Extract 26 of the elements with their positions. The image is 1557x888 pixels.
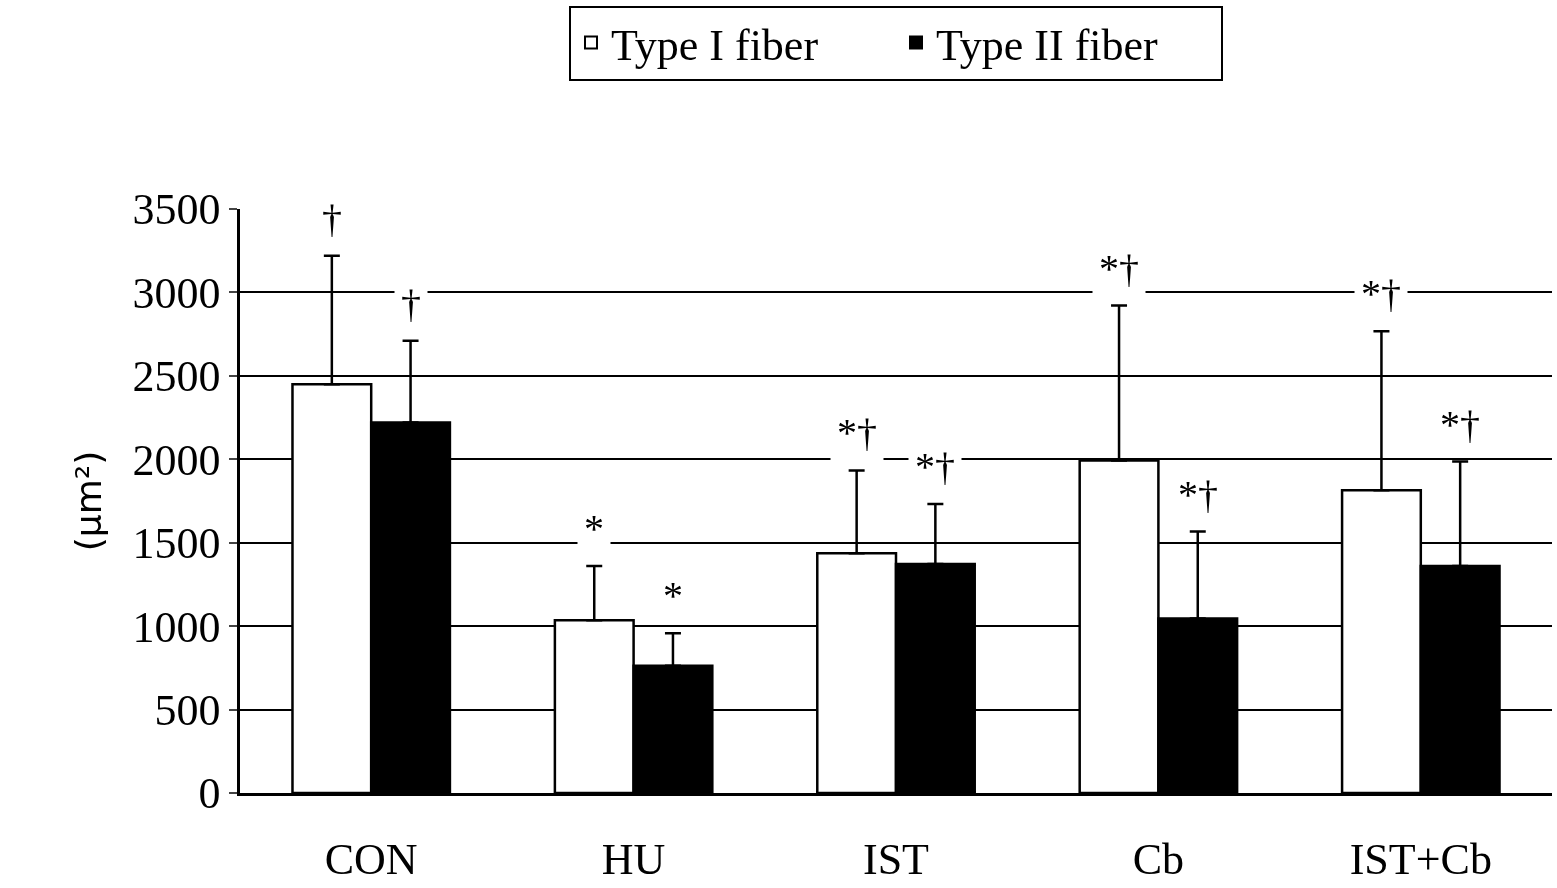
annotation: *† [1178,472,1218,517]
annotation: *† [837,410,877,455]
y-tick-label: 3500 [132,185,221,235]
annotation: † [322,196,342,241]
y-tick-label: 0 [198,769,221,819]
annotation: *† [1099,246,1139,291]
annotation: † [401,281,421,326]
annotation: * [584,506,604,551]
y-tick-label: 1000 [132,602,221,652]
x-tick-label: IST [863,834,930,884]
y-tick-label: 3000 [132,268,221,318]
x-tick-label: IST+Cb [1349,834,1492,884]
annotation: *† [915,444,955,489]
x-tick-label: HU [601,834,666,884]
y-tick-label: 2500 [132,352,221,402]
y-tick-label: 1500 [132,519,221,569]
y-axis-title: (μm²) [68,450,110,552]
annotation: * [663,573,683,618]
y-tick-label: 500 [154,685,221,735]
annotation: *† [1440,402,1480,447]
legend-label: Type I fiber [611,20,819,70]
annotation: *† [1361,271,1401,316]
x-tick-label: Cb [1132,834,1185,884]
legend-label: Type II fiber [936,20,1159,70]
x-tick-label: CON [324,834,418,884]
y-tick-label: 2000 [132,435,221,485]
